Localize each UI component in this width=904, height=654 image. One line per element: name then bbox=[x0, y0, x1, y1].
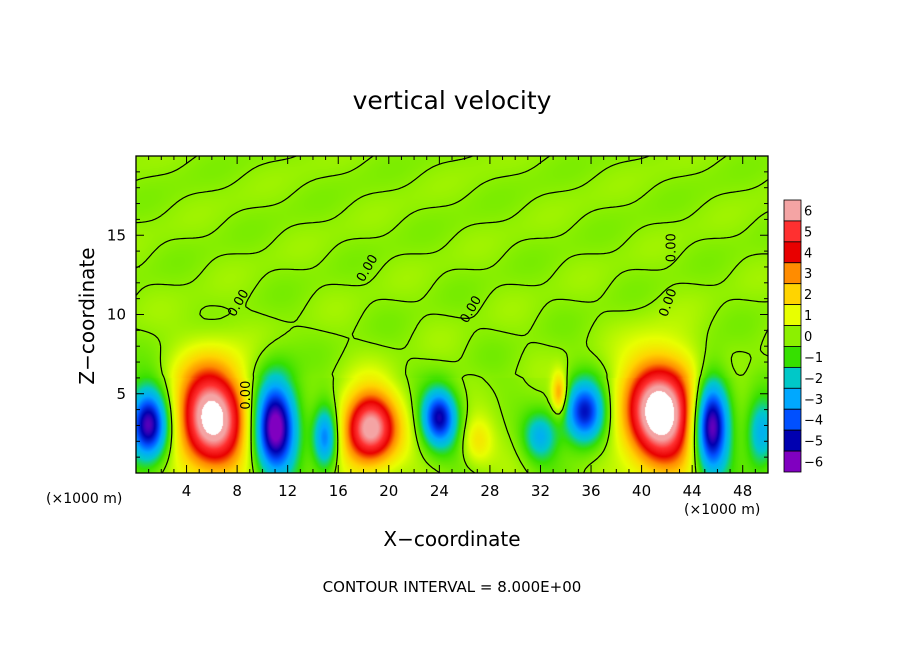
x-tick-label: 24 bbox=[430, 482, 449, 500]
x-tick-label: 8 bbox=[232, 482, 242, 500]
y-tick-label: 5 bbox=[116, 385, 126, 403]
colorbar: 6 5 4 3 2 1 0 −1 −2 −3 −4 −5 −6 bbox=[783, 199, 823, 473]
x-unit-left: (×1000 m) bbox=[46, 491, 123, 507]
colorbar-swatch bbox=[783, 199, 802, 222]
x-tick-label: 20 bbox=[379, 482, 398, 500]
colorbar-label: −1 bbox=[804, 351, 823, 366]
colorbar-swatch bbox=[783, 346, 802, 368]
x-tick-label: 16 bbox=[329, 482, 348, 500]
contour-lines bbox=[136, 156, 768, 473]
colorbar-swatch bbox=[783, 429, 802, 452]
y-tick-label: 15 bbox=[107, 226, 126, 244]
y-tick-label: 10 bbox=[107, 306, 126, 324]
colorbar-label: 2 bbox=[804, 288, 812, 303]
x-tick-label: 44 bbox=[683, 482, 702, 500]
colorbar-swatch bbox=[783, 387, 802, 410]
x-tick-label: 12 bbox=[278, 482, 297, 500]
colorbar-label: 1 bbox=[804, 309, 812, 324]
contour-label: 0.00 bbox=[665, 233, 680, 262]
colorbar-swatch bbox=[783, 241, 802, 264]
x-axis: 4 8 12 16 20 24 28 32 36 40 44 48 bbox=[148, 156, 756, 500]
heatmap-field bbox=[136, 156, 768, 473]
colorbar-label: −6 bbox=[804, 456, 823, 471]
x-tick-label: 36 bbox=[581, 482, 600, 500]
colorbar-label: −2 bbox=[804, 372, 823, 387]
x-tick-label: 28 bbox=[480, 482, 499, 500]
contour-line bbox=[136, 156, 768, 473]
colorbar-label: 0 bbox=[804, 330, 812, 345]
x-axis-label: X−coordinate bbox=[383, 527, 521, 551]
colorbar-label: 6 bbox=[804, 204, 812, 219]
contour-label: 0.00 bbox=[239, 381, 254, 410]
colorbar-swatch bbox=[783, 408, 802, 431]
chart-title: vertical velocity bbox=[352, 86, 552, 115]
colorbar-swatch bbox=[783, 304, 802, 326]
x-tick-label: 48 bbox=[733, 482, 752, 500]
x-tick-label: 32 bbox=[531, 482, 550, 500]
colorbar-swatch bbox=[783, 325, 802, 347]
colorbar-label: 4 bbox=[804, 246, 812, 261]
colorbar-swatch bbox=[783, 283, 802, 306]
colorbar-label: 5 bbox=[804, 225, 812, 240]
colorbar-swatch bbox=[783, 262, 802, 285]
colorbar-label: −5 bbox=[804, 435, 823, 450]
colorbar-label: −3 bbox=[804, 393, 823, 408]
colorbar-label: 3 bbox=[804, 267, 812, 282]
y-axis-label: Z−coordinate bbox=[75, 247, 99, 385]
contour-interval-note: CONTOUR INTERVAL = 8.000E+00 bbox=[322, 578, 582, 596]
y-axis: 5 10 15 bbox=[107, 171, 768, 458]
x-tick-label: 40 bbox=[632, 482, 651, 500]
x-tick-label: 4 bbox=[182, 482, 192, 500]
x-unit-right: (×1000 m) bbox=[684, 502, 761, 518]
colorbar-swatch bbox=[783, 220, 802, 243]
colorbar-swatch bbox=[783, 450, 802, 473]
colorbar-label: −4 bbox=[804, 414, 823, 429]
heatmap-image bbox=[136, 156, 768, 473]
colorbar-swatch bbox=[783, 366, 802, 389]
